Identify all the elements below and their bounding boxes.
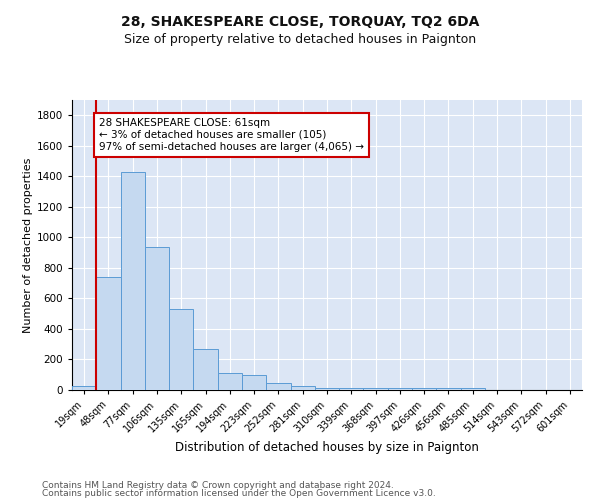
- Y-axis label: Number of detached properties: Number of detached properties: [23, 158, 32, 332]
- Bar: [121, 172, 145, 390]
- Bar: [339, 388, 364, 390]
- Bar: [72, 386, 96, 390]
- X-axis label: Distribution of detached houses by size in Paignton: Distribution of detached houses by size …: [175, 441, 479, 454]
- Bar: [461, 388, 485, 390]
- Text: Contains HM Land Registry data © Crown copyright and database right 2024.: Contains HM Land Registry data © Crown c…: [42, 481, 394, 490]
- Bar: [169, 309, 193, 390]
- Text: Size of property relative to detached houses in Paignton: Size of property relative to detached ho…: [124, 32, 476, 46]
- Bar: [315, 388, 339, 390]
- Bar: [436, 388, 461, 390]
- Bar: [218, 373, 242, 390]
- Bar: [388, 388, 412, 390]
- Text: 28, SHAKESPEARE CLOSE, TORQUAY, TQ2 6DA: 28, SHAKESPEARE CLOSE, TORQUAY, TQ2 6DA: [121, 15, 479, 29]
- Text: Contains public sector information licensed under the Open Government Licence v3: Contains public sector information licen…: [42, 488, 436, 498]
- Bar: [364, 388, 388, 390]
- Bar: [412, 388, 436, 390]
- Text: 28 SHAKESPEARE CLOSE: 61sqm
← 3% of detached houses are smaller (105)
97% of sem: 28 SHAKESPEARE CLOSE: 61sqm ← 3% of deta…: [99, 118, 364, 152]
- Bar: [96, 278, 121, 390]
- Bar: [193, 349, 218, 390]
- Bar: [266, 383, 290, 390]
- Bar: [242, 374, 266, 390]
- Bar: [290, 386, 315, 390]
- Bar: [145, 248, 169, 390]
